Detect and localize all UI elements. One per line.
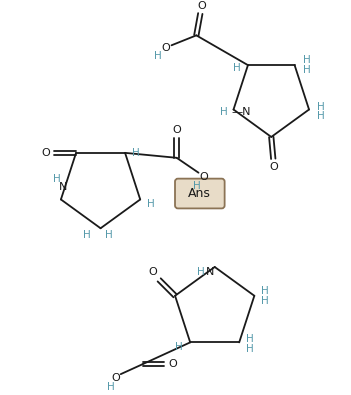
Text: O: O bbox=[197, 0, 206, 11]
Text: H: H bbox=[53, 174, 61, 184]
Text: —N: —N bbox=[232, 107, 251, 117]
Text: O: O bbox=[269, 162, 278, 172]
Text: H: H bbox=[233, 63, 241, 73]
Text: N: N bbox=[206, 267, 214, 277]
Text: H: H bbox=[317, 111, 325, 122]
Text: H: H bbox=[303, 55, 310, 65]
Text: H: H bbox=[261, 296, 269, 306]
Text: H: H bbox=[246, 335, 254, 344]
Text: H: H bbox=[261, 286, 269, 296]
FancyBboxPatch shape bbox=[175, 179, 225, 209]
Text: H: H bbox=[132, 148, 140, 158]
Text: O: O bbox=[41, 148, 50, 158]
Text: H: H bbox=[220, 107, 227, 117]
Text: N: N bbox=[59, 182, 67, 192]
Text: H: H bbox=[197, 267, 205, 277]
Text: O: O bbox=[149, 267, 158, 277]
Text: H: H bbox=[317, 102, 325, 111]
Text: Ans: Ans bbox=[188, 187, 211, 200]
Text: H: H bbox=[246, 344, 254, 354]
Text: H: H bbox=[83, 230, 91, 240]
Text: H: H bbox=[193, 181, 200, 191]
Text: O: O bbox=[199, 172, 208, 182]
Text: O: O bbox=[111, 373, 120, 383]
Text: O: O bbox=[172, 125, 181, 135]
Text: H: H bbox=[303, 65, 310, 75]
Text: H: H bbox=[176, 342, 183, 352]
Text: O: O bbox=[168, 359, 177, 369]
Text: O: O bbox=[161, 43, 170, 53]
Text: H: H bbox=[107, 382, 115, 392]
Text: H: H bbox=[105, 230, 112, 240]
Text: H: H bbox=[154, 51, 161, 61]
Text: H: H bbox=[147, 199, 155, 209]
